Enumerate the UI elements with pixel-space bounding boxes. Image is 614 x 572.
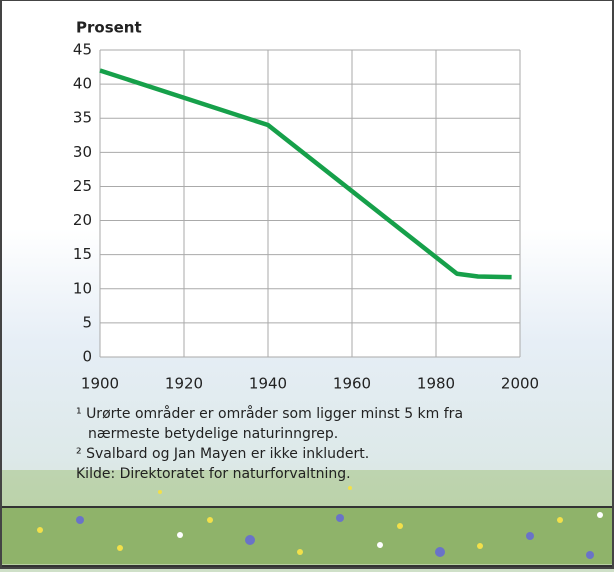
meadow bbox=[2, 470, 612, 567]
x-tick-label: 1920 bbox=[165, 375, 203, 393]
x-tick-label: 1900 bbox=[81, 375, 119, 393]
footnote: ¹ Urørte områder er områder som ligger m… bbox=[76, 406, 464, 442]
y-tick-label: 5 bbox=[82, 313, 92, 331]
x-tick-label: 1960 bbox=[333, 375, 371, 393]
y-tick-label: 35 bbox=[73, 109, 92, 127]
y-tick-label: 40 bbox=[73, 75, 92, 93]
y-axis-label: Prosent bbox=[76, 19, 142, 37]
x-tick-label: 1980 bbox=[417, 375, 455, 393]
y-tick-label: 10 bbox=[73, 279, 92, 297]
y-tick-label: 0 bbox=[82, 348, 92, 366]
y-tick-label: 25 bbox=[73, 177, 92, 195]
footnotes: ¹ Urørte områder er områder som ligger m… bbox=[76, 404, 516, 484]
y-tick-label: 30 bbox=[73, 143, 92, 161]
x-tick-label: 1940 bbox=[249, 375, 287, 393]
y-tick-label: 20 bbox=[73, 211, 92, 229]
data-line bbox=[99, 68, 512, 280]
plot-area bbox=[100, 50, 520, 357]
y-tick-label: 45 bbox=[73, 41, 92, 59]
x-tick-label: 2000 bbox=[501, 375, 539, 393]
source: Kilde: Direktoratet for naturforvaltning… bbox=[76, 466, 351, 482]
footnote: ² Svalbard og Jan Mayen er ikke inkluder… bbox=[76, 446, 370, 462]
y-tick-label: 15 bbox=[73, 245, 92, 263]
